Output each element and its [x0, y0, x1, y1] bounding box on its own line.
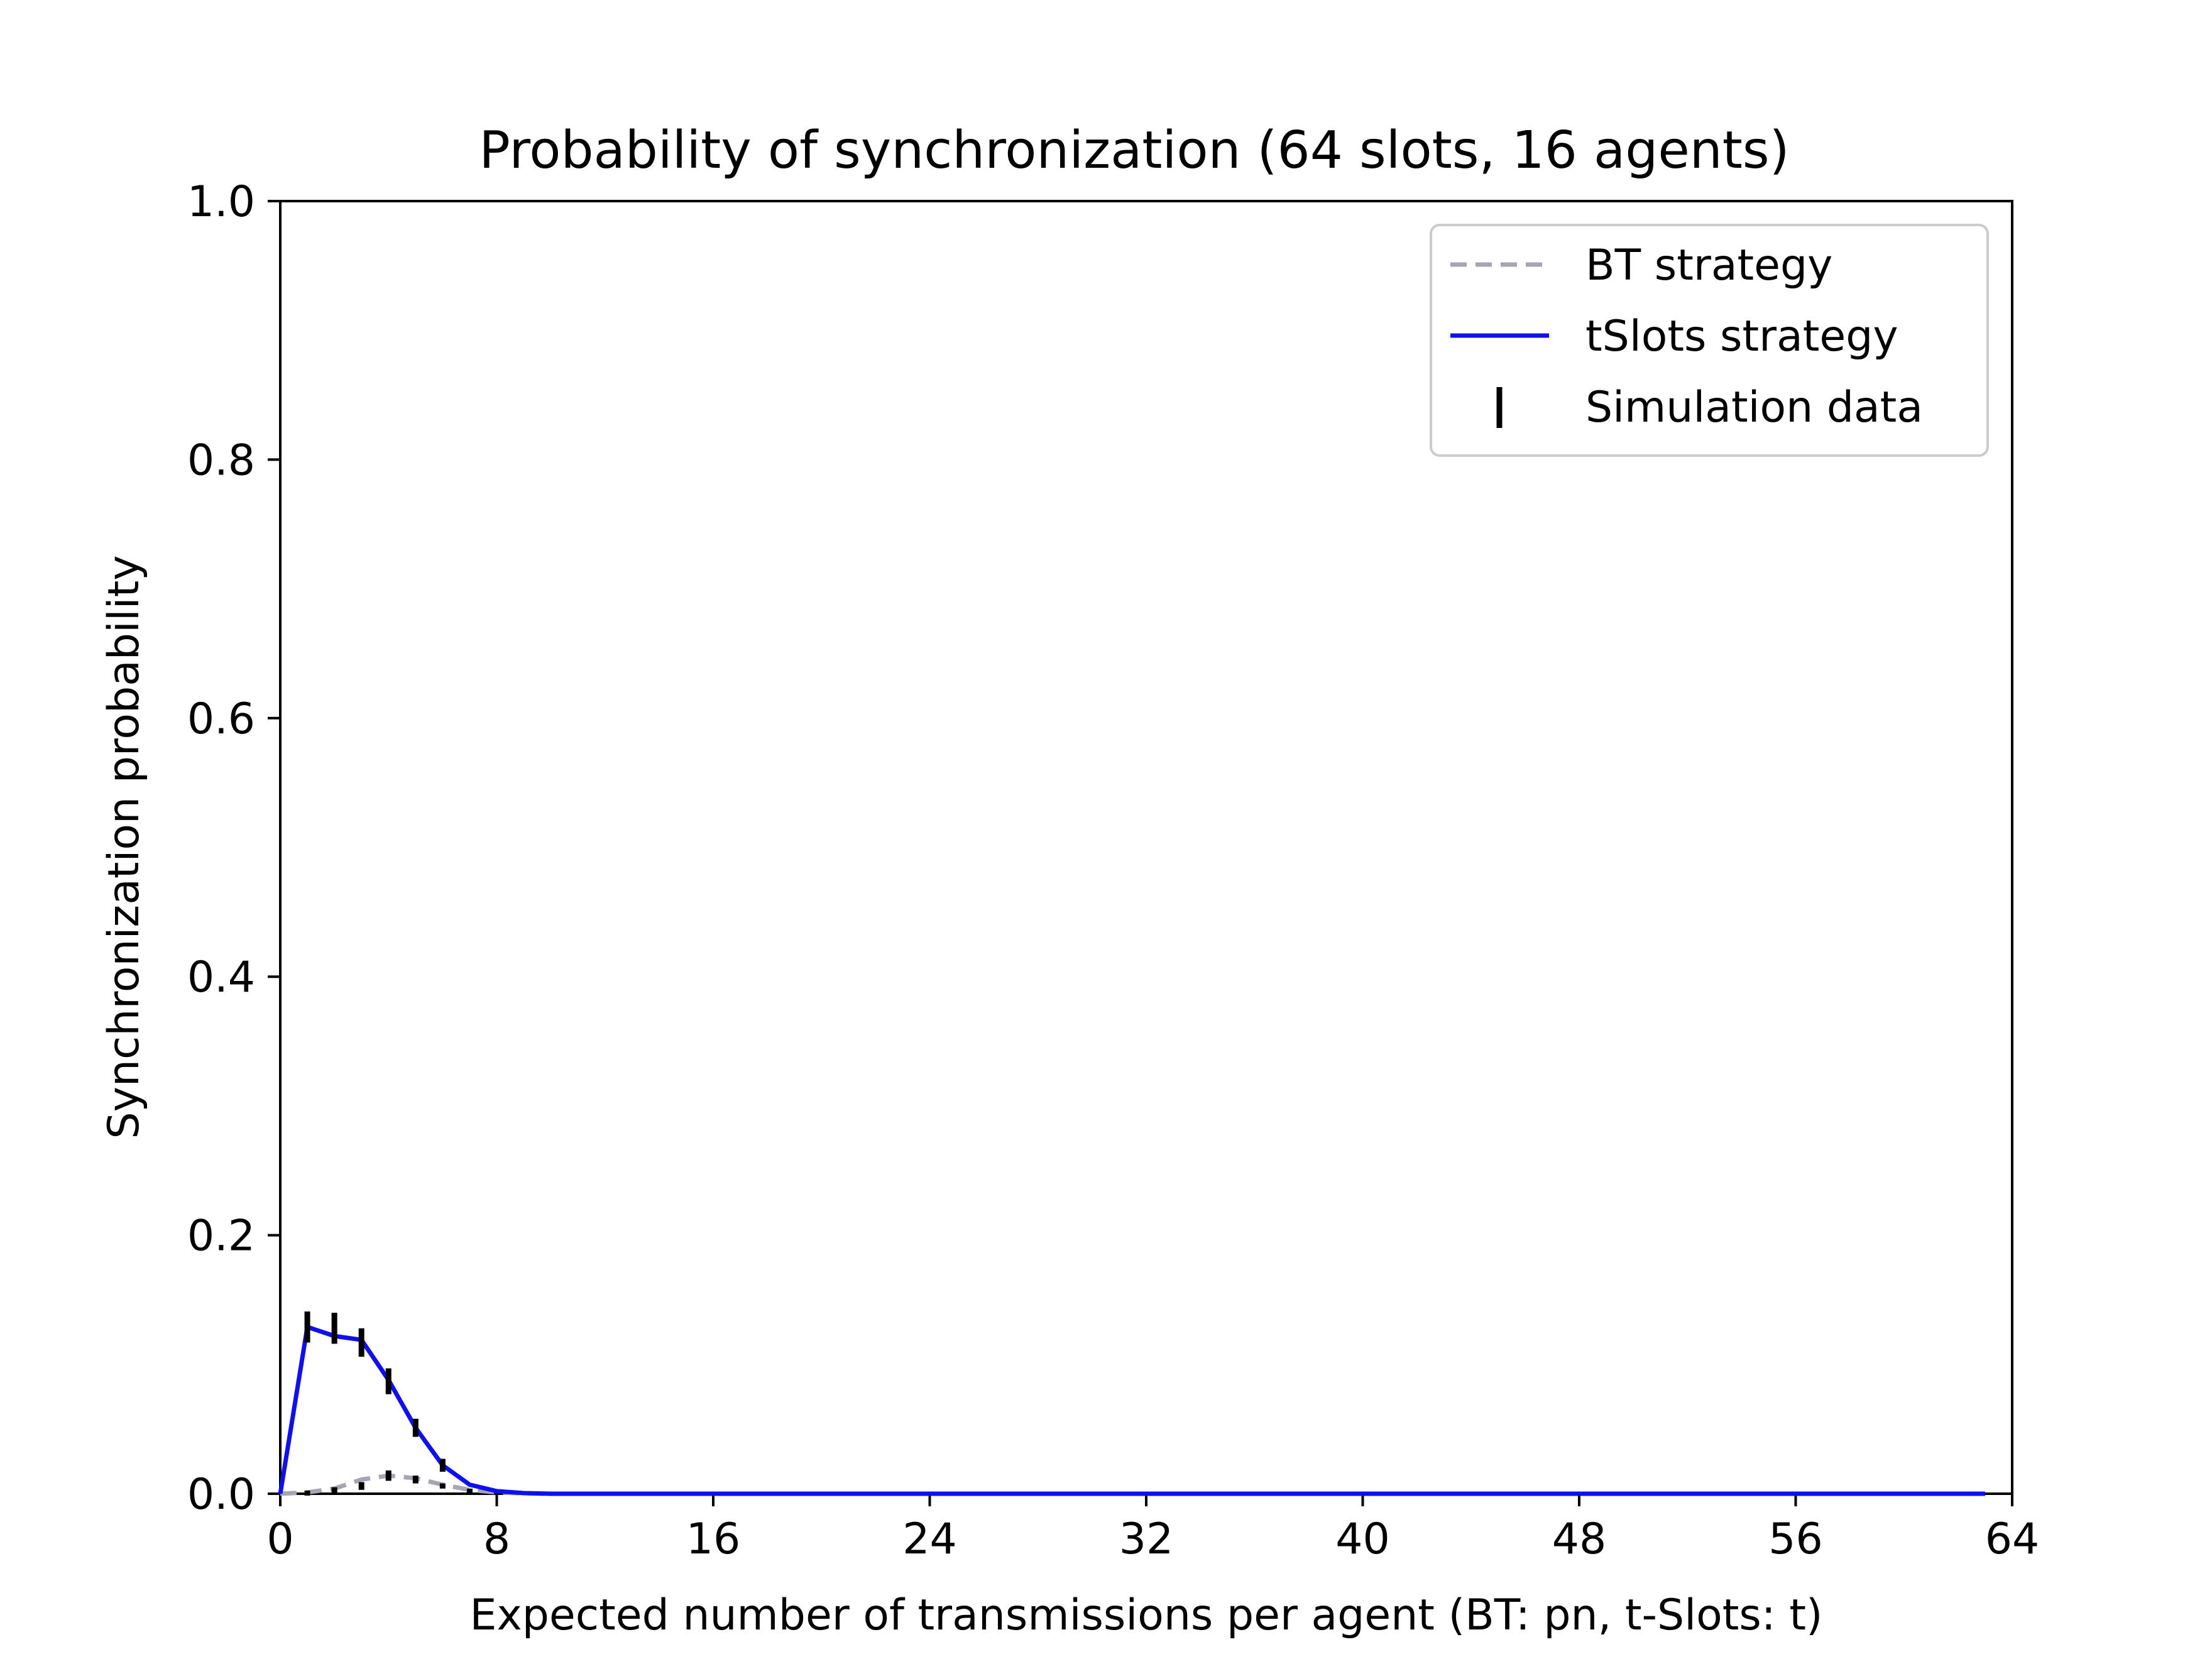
series-layer	[278, 1325, 1985, 1496]
legend-simulation-label: Simulation data	[1585, 383, 1923, 432]
x-tick-label: 64	[1985, 1514, 2040, 1564]
x-tick-label: 8	[483, 1514, 510, 1564]
y-ticks: 0.0 0.2 0.4 0.6 0.8 1.0	[187, 177, 280, 1519]
legend-tslots-label: tSlots strategy	[1585, 312, 1898, 361]
x-tick-label: 16	[686, 1514, 741, 1564]
y-tick-label: 0.4	[187, 953, 255, 1002]
x-axis-label: Expected number of transmissions per age…	[469, 1591, 1822, 1640]
x-tick-label: 24	[902, 1514, 957, 1564]
x-tick-label: 32	[1119, 1514, 1174, 1564]
legend: BT strategy tSlots strategy Simulation d…	[1430, 224, 1989, 457]
x-tick-label: 56	[1768, 1514, 1823, 1564]
y-tick-label: 0.6	[187, 694, 255, 744]
y-tick-label: 0.0	[187, 1470, 255, 1519]
x-tick-label: 0	[266, 1514, 293, 1564]
x-tick-label: 48	[1552, 1514, 1607, 1564]
x-tick-label: 40	[1335, 1514, 1390, 1564]
y-axis-label: Synchronization probability	[99, 555, 149, 1139]
tslots-strategy-line	[278, 1325, 1985, 1496]
chart-title: Probability of synchronization (64 slots…	[479, 121, 1789, 180]
legend-box	[1430, 224, 1989, 457]
y-tick-label: 1.0	[187, 177, 255, 227]
legend-bt-label: BT strategy	[1585, 241, 1832, 290]
bt-strategy-line	[280, 1473, 1985, 1496]
y-tick-label: 0.2	[187, 1212, 255, 1261]
simulation-layer	[304, 1311, 473, 1496]
y-tick-label: 0.8	[187, 435, 255, 485]
x-ticks: 0 8 16 24 32 40 48 56 64	[266, 1494, 2039, 1564]
